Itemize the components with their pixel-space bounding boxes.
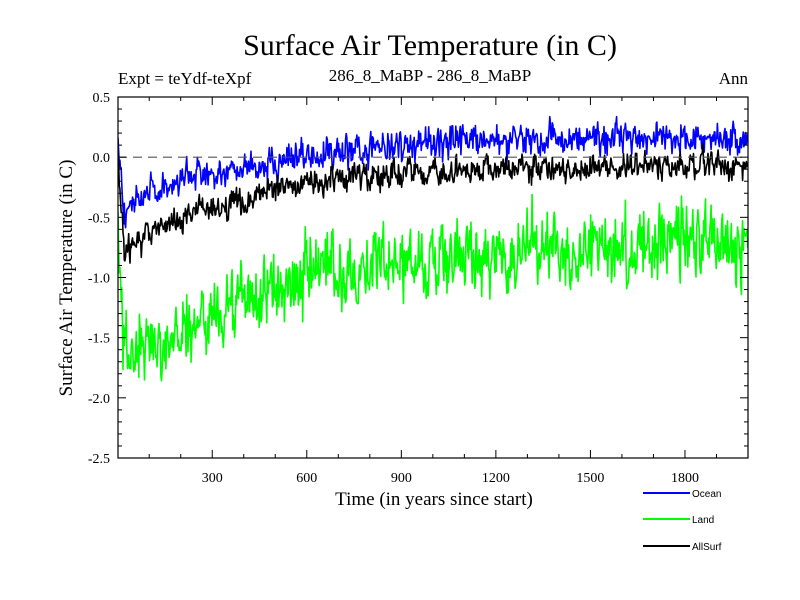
series-line-ocean [118,115,748,229]
x-axis-label: Time (in years since start) [335,489,533,510]
y-tick-label: -0.5 [88,211,110,226]
x-tick-label: 600 [296,471,317,486]
x-tick-label: 1800 [671,471,699,486]
x-tick-label: 900 [391,471,412,486]
y-tick-label: -2.5 [88,452,110,467]
y-tick-label: 0.0 [93,151,111,166]
x-tick-label: 300 [202,471,223,486]
legend-label: Ocean [692,489,721,500]
y-tick-label: -1.5 [88,332,110,347]
y-axis-label: Surface Air Temperature (in C) [56,160,77,397]
x-tick-label: 1200 [482,471,510,486]
series-layer [118,115,748,382]
series-line-land [118,193,748,382]
legend: Ocean Land AllSurf [643,489,722,553]
plot-frame [117,96,749,459]
y-tick-label: -2.0 [88,392,110,407]
legend-label: Land [692,515,714,526]
y-tick-label: 0.5 [93,91,111,106]
experiment-label: Expt = teYdf-teXpf [118,69,252,88]
x-tick-label: 1500 [576,471,604,486]
y-tick-label: -1.0 [88,272,110,287]
axis-ticks: 300 600 900 1200 1500 1800 0.5 0.0 -0.5 -1.0 -1.5 -… [88,91,748,486]
period-label: Ann [719,69,749,88]
legend-label: AllSurf [692,542,722,553]
series-line-allsurf [118,143,748,264]
run-comparison-label: 286_8_MaBP - 286_8_MaBP [329,66,531,85]
chart-title: Surface Air Temperature (in C) [243,29,617,62]
